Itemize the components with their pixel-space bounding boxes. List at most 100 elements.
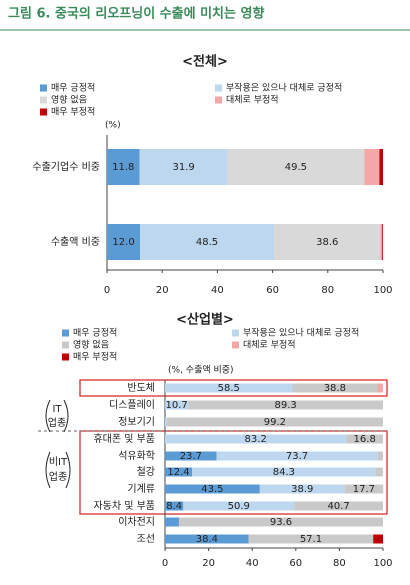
- bar-segment: [227, 149, 365, 185]
- bar-segment: [188, 400, 383, 410]
- bar-segment: [140, 224, 274, 260]
- value-label: 89.3: [275, 400, 297, 411]
- legend-label: 매우 긍정적: [51, 82, 95, 94]
- category-label: 정보기기: [118, 416, 155, 428]
- bracket: [63, 399, 69, 433]
- value-label: 73.7: [286, 451, 308, 462]
- bar-segment: [183, 501, 295, 511]
- value-label: 16.8: [354, 434, 376, 445]
- bar-segment: [292, 383, 378, 393]
- value-label: 12.4: [167, 467, 189, 478]
- category-label: 수출기업수 비중: [32, 160, 100, 173]
- unit-label: (%): [105, 121, 121, 131]
- bar-segment: [165, 451, 217, 461]
- value-label: 48.5: [196, 237, 218, 248]
- value-label: 99.2: [264, 417, 286, 428]
- legend-label: 대체로 부정적: [226, 94, 279, 106]
- value-label: 10.7: [166, 400, 188, 411]
- x-tick-label: 40: [211, 285, 224, 296]
- legend-swatch: [232, 329, 239, 337]
- group-label: 업종: [49, 470, 67, 483]
- bar-segment: [165, 467, 193, 477]
- legend-label: 영향 없음: [51, 94, 87, 106]
- value-label: 58.5: [218, 383, 240, 394]
- value-label: 38.8: [324, 383, 346, 394]
- bar-segment: [380, 224, 383, 260]
- category-label: 디스플레이: [109, 399, 155, 411]
- bar-segment: [165, 484, 260, 494]
- bar-segment: [165, 534, 249, 544]
- bar-segment: [346, 434, 383, 444]
- value-label: 40.7: [328, 501, 350, 512]
- bar-segment: [192, 467, 376, 477]
- bracket: [65, 451, 71, 489]
- bar-segment: [259, 484, 345, 494]
- bar-segment: [165, 517, 179, 527]
- bar-segment: [178, 517, 383, 527]
- x-tick-label: 100: [373, 558, 392, 569]
- legend-label: 부작용은 있으나 대체로 긍정적: [243, 327, 359, 339]
- value-label: 49.5: [285, 162, 307, 173]
- bar-segment: [165, 400, 189, 410]
- legend-swatch: [62, 341, 69, 349]
- category-label: 자동차 및 부품: [93, 500, 155, 512]
- value-label: 38.6: [316, 237, 338, 248]
- legend-label: 매우 부정적: [51, 106, 95, 118]
- category-label: 반도체: [127, 382, 155, 394]
- bar-segment: [165, 383, 293, 393]
- bar-segment: [375, 467, 383, 477]
- chart-subtitle: <전체>: [182, 54, 228, 70]
- bar-segment: [107, 224, 141, 260]
- x-tick-label: 20: [156, 285, 169, 296]
- bar-segment: [377, 383, 383, 393]
- x-tick-label: 40: [246, 558, 259, 569]
- figure-title: 그림 6. 중국의 리오프닝이 수출에 미치는 영향: [8, 6, 264, 22]
- bar-segment: [344, 484, 384, 494]
- x-tick-label: 100: [373, 285, 392, 296]
- legend-swatch: [40, 84, 47, 92]
- bar-segment: [373, 534, 383, 544]
- category-label: 수출액 비중: [51, 236, 100, 248]
- bar-segment: [382, 224, 383, 260]
- bar-segment: [165, 417, 167, 427]
- bar-segment: [377, 451, 383, 461]
- x-tick-label: 60: [289, 558, 302, 569]
- highlight-box: [79, 430, 388, 515]
- legend-label: 부작용은 있으나 대체로 긍정적: [226, 82, 342, 94]
- value-label: 11.8: [112, 162, 134, 173]
- x-tick-label: 0: [162, 558, 168, 569]
- bar-segment: [379, 149, 383, 185]
- bracket: [45, 451, 51, 489]
- bar-segment: [248, 534, 374, 544]
- bar-segment: [294, 501, 383, 511]
- value-label: 38.4: [196, 534, 218, 545]
- group-label: IT: [52, 404, 62, 415]
- category-label: 석유화학: [118, 450, 155, 462]
- value-label: 38.9: [291, 484, 313, 495]
- bracket: [45, 399, 51, 433]
- unit-label: (%, 수출액 비중): [168, 364, 234, 376]
- x-tick-label: 0: [104, 285, 110, 296]
- legend-swatch: [232, 341, 239, 349]
- value-label: 31.9: [172, 162, 194, 173]
- value-label: 57.1: [300, 534, 322, 545]
- bar-segment: [139, 149, 228, 185]
- category-label: 이차전지: [118, 516, 155, 528]
- legend-swatch: [62, 353, 69, 361]
- category-label: 기계류: [127, 483, 155, 495]
- bar-segment: [165, 434, 347, 444]
- value-label: 83.2: [245, 434, 267, 445]
- value-label: 8.4: [166, 501, 182, 512]
- legend-label: 매우 부정적: [73, 351, 117, 363]
- bar-segment: [273, 224, 381, 260]
- x-tick-label: 80: [333, 558, 346, 569]
- value-label: 17.7: [353, 484, 375, 495]
- x-tick-label: 20: [202, 558, 215, 569]
- legend-label: 영향 없음: [73, 339, 109, 351]
- value-label: 50.9: [228, 501, 250, 512]
- bar-segment: [165, 501, 184, 511]
- category-label: 조선: [137, 533, 155, 545]
- legend-swatch: [62, 329, 69, 337]
- value-label: 23.7: [180, 451, 202, 462]
